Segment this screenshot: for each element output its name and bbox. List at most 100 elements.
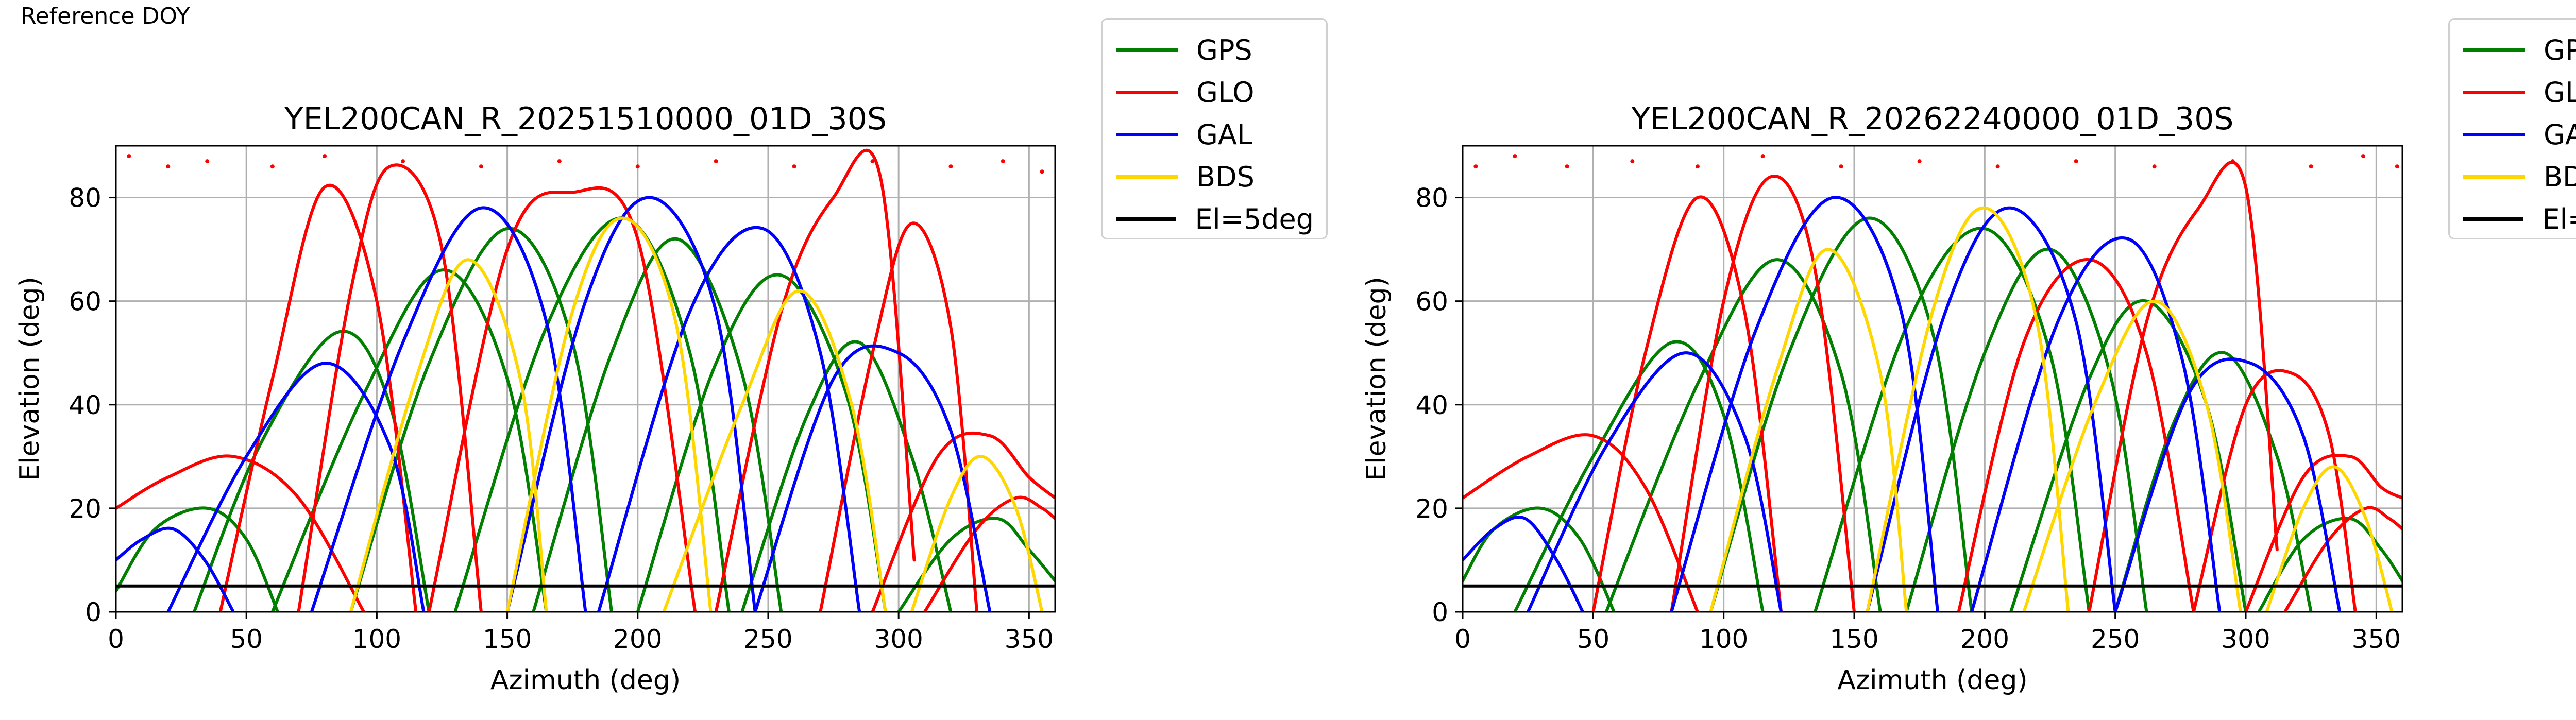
track-bds bbox=[910, 455, 1044, 612]
near-zenith-point bbox=[557, 159, 562, 164]
x-tick-label: 150 bbox=[483, 624, 532, 654]
chart-title: YEL200CAN_R_20251510000_01D_30S bbox=[284, 101, 887, 137]
legend-right: GPS GLO GAL BDS El=5deg bbox=[2448, 18, 2576, 239]
track-gps bbox=[532, 237, 783, 612]
near-zenith-point bbox=[1473, 164, 1478, 169]
y-axis-label: Elevation (deg) bbox=[1361, 277, 1392, 481]
x-tick-label: 100 bbox=[352, 624, 401, 654]
legend-entry: El=5deg bbox=[2463, 198, 2576, 240]
legend-swatch bbox=[2463, 90, 2525, 94]
y-tick-label: 40 bbox=[69, 390, 101, 420]
legend-label: El=5deg bbox=[1195, 202, 1314, 235]
legend-entry: El=5deg bbox=[1116, 198, 1314, 240]
legend-entry: BDS bbox=[2463, 156, 2576, 198]
track-glo bbox=[923, 495, 1055, 612]
near-zenith-point bbox=[635, 164, 640, 169]
near-zenith-point bbox=[1760, 154, 1765, 159]
legend-swatch bbox=[1116, 90, 1178, 94]
near-zenith-point bbox=[270, 164, 275, 169]
track-gal bbox=[1866, 206, 2117, 612]
legend-swatch bbox=[2463, 132, 2525, 136]
legend-swatch bbox=[2463, 48, 2525, 52]
near-zenith-point bbox=[792, 164, 796, 169]
near-zenith-point bbox=[2074, 159, 2078, 164]
chart-panel-2: 0 50 100 150 200 250 300 350 0 20 40 60 80 YEL200CAN_… bbox=[1361, 101, 2403, 696]
track-gps bbox=[270, 268, 548, 612]
track-gps bbox=[740, 340, 953, 612]
track-bds bbox=[662, 289, 887, 612]
axes-frame bbox=[1462, 145, 2403, 613]
near-zenith-point bbox=[2309, 164, 2313, 169]
track-glo bbox=[1591, 195, 1783, 612]
x-tick-label: 50 bbox=[1577, 624, 1610, 654]
track-bds bbox=[2265, 465, 2394, 612]
legend-label: BDS bbox=[2544, 160, 2576, 193]
near-zenith-point bbox=[1001, 159, 1005, 164]
track-gal bbox=[753, 344, 992, 612]
near-zenith-point bbox=[479, 164, 483, 169]
near-zenith-point bbox=[1917, 159, 1922, 164]
near-zenith-point bbox=[1630, 159, 1635, 164]
track-gps bbox=[349, 227, 614, 612]
legend-entry: GAL bbox=[1116, 113, 1314, 156]
reference-doy-label: Reference DOY bbox=[21, 3, 190, 29]
near-zenith-point bbox=[205, 159, 210, 164]
near-zenith-point bbox=[2361, 154, 2365, 159]
near-zenith-point bbox=[1565, 164, 1569, 169]
near-zenith-point bbox=[714, 159, 718, 164]
y-axis-label: Elevation (deg) bbox=[14, 277, 45, 481]
legend-label: GLO bbox=[1196, 76, 1255, 109]
track-gal bbox=[1526, 351, 1783, 612]
y-tick-label: 60 bbox=[69, 287, 101, 317]
axes-frame bbox=[115, 145, 1056, 613]
x-tick-label: 300 bbox=[874, 624, 923, 654]
near-zenith-point bbox=[1513, 154, 1517, 159]
y-tick-label: 60 bbox=[1415, 287, 1448, 317]
near-zenith-point bbox=[2395, 164, 2399, 169]
track-gps bbox=[1463, 506, 1616, 612]
x-tick-label: 300 bbox=[2221, 624, 2270, 654]
near-zenith-point bbox=[127, 154, 131, 159]
y-tick-label: 0 bbox=[1432, 597, 1448, 627]
legend-entry: BDS bbox=[1116, 156, 1314, 198]
near-zenith-point bbox=[1040, 169, 1044, 174]
legend-label: GAL bbox=[2544, 118, 2576, 151]
legend-label: BDS bbox=[1196, 160, 1255, 193]
track-glo bbox=[1463, 433, 1699, 612]
legend-label: GAL bbox=[1196, 118, 1252, 151]
y-tick-label: 0 bbox=[85, 597, 101, 627]
chart-panel-1: 0 50 100 150 200 250 300 350 0 20 40 60 80 YEL200CAN_… bbox=[14, 101, 1056, 696]
track-gal bbox=[166, 362, 426, 612]
x-tick-label: 0 bbox=[1454, 624, 1471, 654]
x-tick-label: 0 bbox=[108, 624, 124, 654]
y-tick-label: 40 bbox=[1415, 390, 1448, 420]
x-axis-label: Azimuth (deg) bbox=[1837, 665, 2027, 696]
legend-label: GLO bbox=[2544, 76, 2576, 109]
x-tick-label: 250 bbox=[2091, 624, 2140, 654]
track-glo bbox=[871, 431, 1055, 612]
x-tick-label: 200 bbox=[613, 624, 662, 654]
track-glo bbox=[819, 221, 979, 612]
y-tick-label: 80 bbox=[69, 183, 101, 213]
legend-swatch bbox=[1116, 132, 1178, 136]
near-zenith-point bbox=[2152, 164, 2157, 169]
track-glo bbox=[2283, 506, 2402, 612]
track-glo bbox=[297, 163, 483, 612]
x-tick-label: 50 bbox=[230, 624, 263, 654]
track-gps bbox=[1814, 227, 2091, 612]
x-tick-label: 100 bbox=[1699, 624, 1748, 654]
legend-label: GPS bbox=[2544, 33, 2576, 66]
y-tick-label: 20 bbox=[69, 494, 101, 524]
track-bds bbox=[1709, 248, 1908, 612]
track-glo bbox=[2088, 161, 2279, 612]
track-gal bbox=[505, 196, 757, 612]
track-gps bbox=[192, 330, 431, 612]
track-gal bbox=[1670, 196, 1940, 612]
track-gal bbox=[1970, 236, 2222, 612]
track-glo bbox=[218, 183, 418, 612]
track-glo bbox=[2244, 454, 2402, 612]
track-gal bbox=[2113, 357, 2342, 612]
legend-swatch bbox=[1116, 48, 1178, 52]
near-zenith-point bbox=[401, 159, 405, 164]
